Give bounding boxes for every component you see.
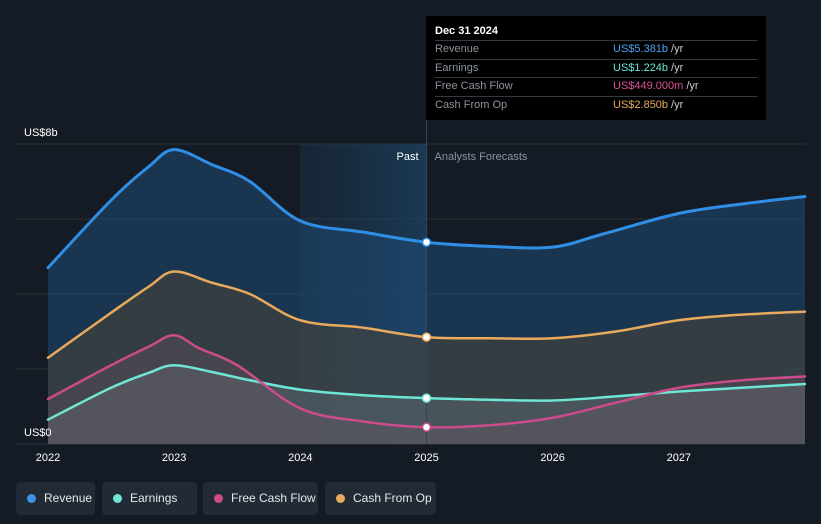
tooltip-date: Dec 31 2024 xyxy=(435,25,498,37)
x-tick-label: 2022 xyxy=(36,452,60,464)
tooltip-value: US$1.224b/yr xyxy=(613,61,684,74)
tooltip-row-revenue: Revenue US$5.381b/yr xyxy=(435,40,757,59)
x-axis: 2022 2023 2024 2025 2026 2027 xyxy=(36,452,691,464)
legend-label: Revenue xyxy=(44,491,93,505)
tooltip-row-cash-from-op: Cash From Op US$2.850b/yr xyxy=(435,95,757,115)
revenue-marker[interactable] xyxy=(421,237,432,247)
tooltip: Dec 31 2024 Revenue US$5.381b/yr Earning… xyxy=(426,16,766,120)
earnings-marker[interactable] xyxy=(421,393,432,403)
legend-dot-icon xyxy=(214,494,223,503)
x-tick-label: 2023 xyxy=(162,452,186,464)
tooltip-row-earnings: Earnings US$1.224b/yr xyxy=(435,58,757,78)
forecast-label: Analysts Forecasts xyxy=(435,151,528,163)
legend-label: Free Cash Flow xyxy=(231,491,316,505)
tooltip-value: US$449.000m/yr xyxy=(613,80,699,92)
legend-dot-icon xyxy=(27,494,36,503)
legend-label: Cash From Op xyxy=(353,491,432,505)
y-tick-label-max: US$8b xyxy=(24,127,58,139)
tooltip-label: Earnings xyxy=(435,61,479,74)
revenue-line xyxy=(46,148,807,270)
legend-item-free-cash-flow[interactable]: Free Cash Flow xyxy=(203,482,318,515)
legend-dot-icon xyxy=(336,494,345,503)
tooltip-label: Cash From Op xyxy=(435,98,508,111)
legend-item-cash-from-op[interactable]: Cash From Op xyxy=(325,482,436,515)
tooltip-value: US$5.381b/yr xyxy=(613,43,684,55)
free-cash-flow-area xyxy=(48,335,805,444)
cash-from-op-line xyxy=(46,270,807,359)
free-cash-flow-line xyxy=(46,333,807,429)
x-tick-label: 2024 xyxy=(288,452,312,464)
legend-item-earnings[interactable]: Earnings xyxy=(102,482,197,515)
legend-item-revenue[interactable]: Revenue xyxy=(16,482,95,515)
legend-label: Earnings xyxy=(130,491,178,505)
tooltip-label: Free Cash Flow xyxy=(435,80,513,92)
x-tick-label: 2026 xyxy=(540,452,564,464)
tooltip-row-free-cash-flow: Free Cash Flow US$449.000m/yr xyxy=(435,77,757,96)
series-lines xyxy=(46,148,807,429)
legend-dot-icon xyxy=(113,494,122,503)
x-tick-label: 2025 xyxy=(414,452,438,464)
y-tick-label-min: US$0 xyxy=(24,427,52,439)
past-label: Past xyxy=(396,151,418,163)
free-cash-flow-marker[interactable] xyxy=(421,422,432,432)
cash-from-op-marker[interactable] xyxy=(421,332,432,342)
tooltip-label: Revenue xyxy=(435,43,480,55)
series-markers xyxy=(421,237,432,432)
tooltip-value: US$2.850b/yr xyxy=(613,98,684,111)
x-tick-label: 2027 xyxy=(667,452,691,464)
